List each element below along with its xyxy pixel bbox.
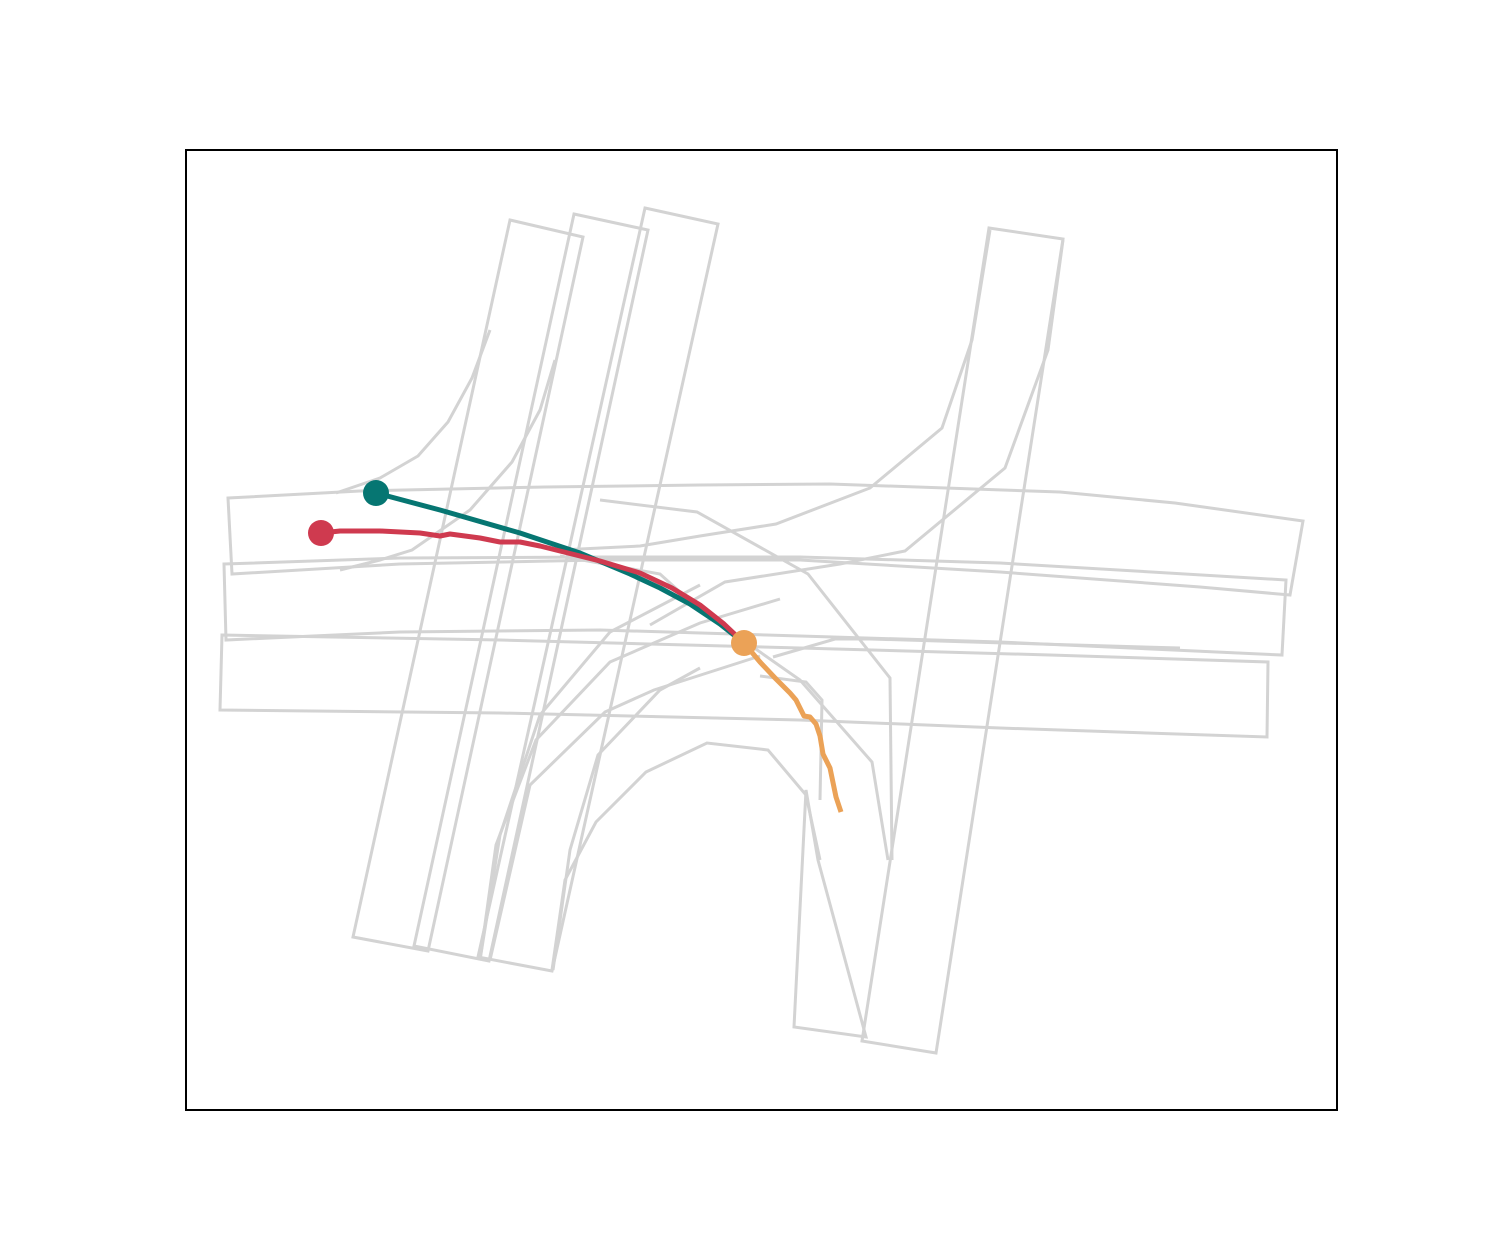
lane-connector bbox=[550, 741, 822, 971]
lane-connector bbox=[599, 498, 894, 861]
lane-boundary bbox=[222, 555, 1288, 657]
history-trajectory bbox=[320, 528, 746, 645]
lane-boundary bbox=[226, 482, 1305, 597]
history-start-marker bbox=[308, 520, 334, 546]
ground-truth-start-marker bbox=[363, 480, 389, 506]
lane-connector bbox=[339, 359, 557, 572]
lane-connector bbox=[488, 654, 761, 961]
axes-frame bbox=[185, 149, 1338, 1111]
lane-boundary bbox=[412, 212, 650, 963]
lane-connector bbox=[478, 583, 701, 961]
prediction-start-marker bbox=[731, 630, 757, 656]
lane-connector bbox=[649, 239, 1065, 627]
ground-truth-trajectory bbox=[375, 490, 746, 645]
lane-boundary bbox=[351, 218, 585, 953]
lane-boundary bbox=[218, 633, 1270, 739]
prediction-trajectory bbox=[742, 641, 844, 813]
lane-connector bbox=[559, 229, 992, 552]
trajectories-layer bbox=[308, 480, 844, 813]
lane-boundary bbox=[860, 226, 1065, 1055]
lane-connector bbox=[772, 637, 1181, 659]
lane-boundary bbox=[476, 206, 720, 973]
